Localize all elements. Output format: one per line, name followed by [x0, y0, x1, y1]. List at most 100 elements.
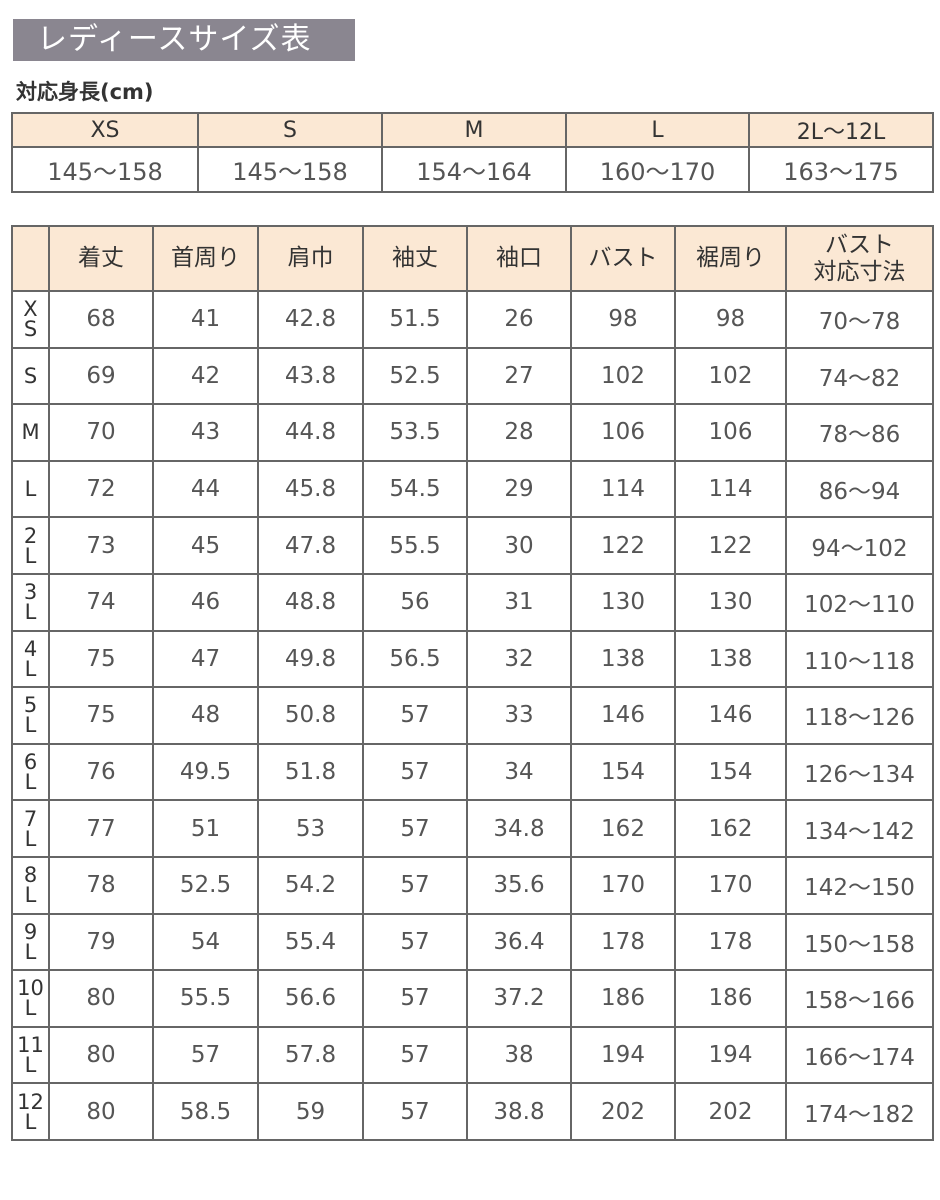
measurement-cell: 146 — [674, 686, 787, 745]
measurement-cell: 80 — [48, 1025, 154, 1085]
measurement-cell: 57.8 — [257, 1025, 364, 1085]
measurement-cell: 178 — [570, 912, 676, 972]
table-row: M 70 43 44.8 53.5 28 106 106 78〜86 — [11, 403, 934, 462]
size-table: 着丈 首周り 肩巾 袖丈 袖口 バスト 裾周り バスト 対応寸法 X S 68 41 42.8 51.… — [11, 225, 934, 1141]
height-range-cell: 154〜164 — [381, 146, 567, 193]
measurement-cell: 43 — [152, 403, 259, 462]
measurement-cell: 102〜110 — [785, 572, 934, 632]
measurement-cell: 34.8 — [466, 799, 572, 858]
measurement-cell: 47 — [152, 629, 259, 689]
table-row: 7 L 77 51 53 57 34.8 162 162 134〜142 — [11, 799, 934, 858]
measurement-cell: 28 — [466, 403, 572, 462]
measurement-cell: 49.8 — [257, 629, 364, 689]
column-header — [11, 225, 50, 292]
measurement-cell: 45.8 — [257, 459, 364, 519]
measurement-cell: 178 — [674, 912, 787, 972]
measurement-cell: 102 — [570, 346, 676, 406]
measurement-cell: 43.8 — [257, 346, 364, 406]
measurement-cell: 53 — [257, 799, 364, 858]
measurement-cell: 32 — [466, 629, 572, 689]
size-label: 4 L — [11, 629, 50, 689]
measurement-cell: 26 — [466, 290, 572, 349]
measurement-cell: 126〜134 — [785, 742, 934, 802]
measurement-cell: 130 — [674, 572, 787, 632]
table-row: 5 L 75 48 50.8 57 33 146 146 118〜126 — [11, 686, 934, 745]
measurement-cell: 48.8 — [257, 572, 364, 632]
measurement-cell: 194 — [674, 1025, 787, 1085]
measurement-cell: 162 — [674, 799, 787, 858]
measurement-cell: 174〜182 — [785, 1082, 934, 1141]
table-row: 12 L 80 58.5 59 57 38.8 202 202 174〜182 — [11, 1082, 934, 1141]
measurement-cell: 56.6 — [257, 969, 364, 1028]
measurement-cell: 106 — [570, 403, 676, 462]
column-header: バスト — [570, 225, 676, 292]
measurement-cell: 122 — [570, 516, 676, 575]
size-label: 10 L — [11, 969, 50, 1028]
measurement-cell: 57 — [362, 1082, 468, 1141]
measurement-cell: 57 — [362, 799, 468, 858]
measurement-cell: 57 — [362, 742, 468, 802]
measurement-cell: 50.8 — [257, 686, 364, 745]
table-row: 6 L 76 49.5 51.8 57 34 154 154 126〜134 — [11, 742, 934, 802]
measurement-cell: 29 — [466, 459, 572, 519]
measurement-cell: 170 — [674, 855, 787, 915]
measurement-cell: 77 — [48, 799, 154, 858]
measurement-cell: 57 — [152, 1025, 259, 1085]
measurement-cell: 52.5 — [362, 346, 468, 406]
size-label: 11 L — [11, 1025, 50, 1085]
table-row: 2 L 73 45 47.8 55.5 30 122 122 94〜102 — [11, 516, 934, 575]
measurement-cell: 55.5 — [152, 969, 259, 1028]
size-label: X S — [11, 290, 50, 349]
height-range-cell: 160〜170 — [565, 146, 750, 193]
measurement-cell: 202 — [570, 1082, 676, 1141]
measurement-cell: 146 — [570, 686, 676, 745]
measurement-cell: 122 — [674, 516, 787, 575]
measurement-cell: 162 — [570, 799, 676, 858]
column-header: 肩巾 — [257, 225, 364, 292]
measurement-cell: 47.8 — [257, 516, 364, 575]
measurement-cell: 142〜150 — [785, 855, 934, 915]
size-label: S — [11, 346, 50, 406]
column-header: バスト 対応寸法 — [785, 225, 934, 292]
column-header: 袖口 — [466, 225, 572, 292]
measurement-cell: 44.8 — [257, 403, 364, 462]
measurement-cell: 56.5 — [362, 629, 468, 689]
measurement-cell: 114 — [674, 459, 787, 519]
size-table-header: 着丈 首周り 肩巾 袖丈 袖口 バスト 裾周り バスト 対応寸法 — [11, 225, 934, 292]
measurement-cell: 134〜142 — [785, 799, 934, 858]
height-range-cell: 145〜158 — [197, 146, 383, 193]
height-size-header: M — [381, 112, 567, 148]
measurement-cell: 70 — [48, 403, 154, 462]
measurement-cell: 41 — [152, 290, 259, 349]
measurement-cell: 34 — [466, 742, 572, 802]
measurement-cell: 70〜78 — [785, 290, 934, 349]
measurement-cell: 51.8 — [257, 742, 364, 802]
measurement-cell: 35.6 — [466, 855, 572, 915]
size-label: 5 L — [11, 686, 50, 745]
table-row: 4 L 75 47 49.8 56.5 32 138 138 110〜118 — [11, 629, 934, 689]
table-row: 10 L 80 55.5 56.6 57 37.2 186 186 158〜166 — [11, 969, 934, 1028]
measurement-cell: 194 — [570, 1025, 676, 1085]
measurement-cell: 202 — [674, 1082, 787, 1141]
height-size-header: L — [565, 112, 750, 148]
measurement-cell: 78 — [48, 855, 154, 915]
measurement-cell: 130 — [570, 572, 676, 632]
measurement-cell: 74〜82 — [785, 346, 934, 406]
measurement-cell: 36.4 — [466, 912, 572, 972]
size-label: M — [11, 403, 50, 462]
height-section-label: 対応身長(cm) — [16, 80, 154, 104]
measurement-cell: 170 — [570, 855, 676, 915]
measurement-cell: 54.5 — [362, 459, 468, 519]
measurement-cell: 57 — [362, 855, 468, 915]
measurement-cell: 57 — [362, 969, 468, 1028]
measurement-cell: 106 — [674, 403, 787, 462]
measurement-cell: 138 — [570, 629, 676, 689]
height-range-row: 145〜158 145〜158 154〜164 160〜170 163〜175 — [11, 146, 934, 193]
measurement-cell: 86〜94 — [785, 459, 934, 519]
size-label: 6 L — [11, 742, 50, 802]
height-size-header: S — [197, 112, 383, 148]
column-header: 着丈 — [48, 225, 154, 292]
measurement-cell: 57 — [362, 912, 468, 972]
table-row: 8 L 78 52.5 54.2 57 35.6 170 170 142〜150 — [11, 855, 934, 915]
table-row: 3 L 74 46 48.8 56 31 130 130 102〜110 — [11, 572, 934, 632]
